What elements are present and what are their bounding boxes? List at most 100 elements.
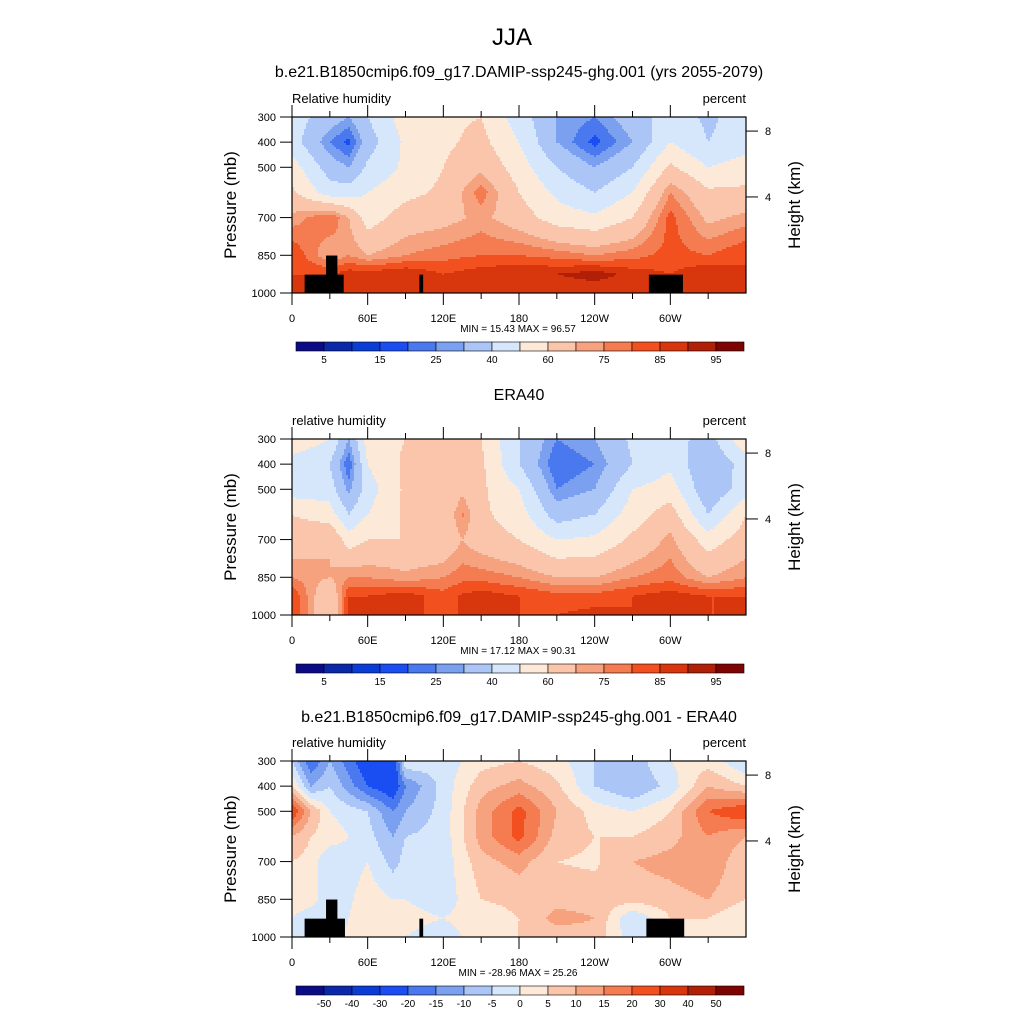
contour-cell: [594, 765, 649, 768]
contour-cell: [450, 573, 505, 576]
colorbar-label: 5: [321, 677, 327, 688]
contour-cell: [350, 491, 363, 494]
contour-cell: [518, 853, 521, 856]
contour-cell: [372, 227, 443, 230]
contour-cell: [488, 499, 523, 502]
contour-cell: [302, 767, 309, 770]
contour-cell: [308, 795, 337, 798]
contour-cell: [360, 493, 379, 496]
contour-cell: [704, 547, 717, 550]
contour-cell: [322, 241, 357, 244]
contour-cell: [594, 783, 659, 786]
contour-cell: [610, 913, 627, 916]
contour-cell: [416, 797, 437, 800]
contour-cell: [398, 775, 403, 778]
contour-cell: [292, 571, 453, 574]
contour-cell: [622, 795, 641, 798]
contour-cell: [356, 887, 381, 890]
contour-cell: [552, 493, 581, 496]
contour-cell: [334, 137, 355, 140]
contour-cell: [340, 497, 359, 500]
contour-cell: [464, 839, 479, 842]
contour-cell: [354, 471, 363, 474]
contour-cell: [400, 507, 457, 510]
contour-cell: [308, 613, 315, 616]
contour-cell: [314, 599, 339, 602]
contour-cell: [698, 777, 727, 780]
contour-cell: [622, 935, 653, 938]
contour-cell: [604, 185, 637, 188]
contour-cell: [356, 463, 363, 466]
contour-cell: [342, 931, 413, 934]
contour-cell: [292, 533, 339, 536]
contour-cell: [542, 447, 553, 450]
contour-cell: [466, 533, 513, 536]
contour-cell: [344, 581, 463, 584]
contour-cell: [512, 869, 525, 872]
contour-cell: [640, 179, 657, 182]
contour-cell: [620, 123, 653, 126]
contour-cell: [352, 269, 383, 272]
contour-cell: [292, 133, 305, 136]
contour-cell: [594, 835, 635, 838]
contour-cell: [720, 445, 739, 448]
contour-cell: [486, 483, 515, 486]
contour-cell: [544, 509, 599, 512]
contour-cell: [380, 811, 407, 814]
contour-cell: [496, 839, 517, 842]
contour-cell: [664, 271, 675, 274]
contour-cell: [356, 761, 397, 764]
contour-cell: [490, 507, 527, 510]
contour-cell: [484, 467, 505, 470]
contour-cell: [304, 783, 311, 786]
contour-cell: [524, 869, 591, 872]
contour-cell: [600, 449, 631, 452]
contour-cell: [674, 197, 691, 200]
contour-cell: [496, 205, 529, 208]
contour-cell: [354, 137, 361, 140]
contour-cell: [622, 511, 655, 514]
contour-cell: [582, 791, 611, 794]
contour-cell: [320, 809, 331, 812]
contour-cell: [688, 215, 703, 218]
contour-cell: [544, 441, 557, 444]
contour-cell: [684, 575, 707, 578]
contour-cell: [638, 207, 657, 210]
contour-cell: [318, 869, 365, 872]
contour-cell: [682, 519, 699, 522]
contour-cell: [572, 865, 599, 868]
contour-cell: [358, 883, 379, 886]
contour-cell: [534, 489, 551, 492]
contour-cell: [394, 835, 409, 838]
contour-cell: [700, 825, 747, 828]
contour-cell: [400, 473, 487, 476]
contour-cell: [464, 833, 477, 836]
contour-cell: [392, 869, 395, 872]
contour-cell: [354, 473, 363, 476]
contour-cell: [292, 911, 301, 914]
contour-cell: [556, 487, 559, 490]
contour-cell: [398, 789, 405, 792]
contour-cell: [644, 199, 661, 202]
contour-cell: [732, 535, 747, 538]
contour-cell: [586, 151, 603, 154]
contour-cell: [486, 793, 519, 796]
contour-cell: [454, 783, 473, 786]
contour-cell: [346, 143, 351, 146]
contour-cell: [360, 455, 367, 458]
contour-cell: [352, 547, 459, 550]
contour-cell: [348, 587, 427, 590]
contour-cell: [292, 215, 315, 218]
contour-cell: [482, 443, 501, 446]
contour-cell: [540, 499, 557, 502]
contour-cell: [586, 187, 603, 190]
contour-cell: [292, 775, 295, 778]
contour-cell: [482, 231, 525, 234]
contour-cell: [304, 849, 327, 852]
contour-cell: [654, 777, 679, 780]
land-mask: [648, 274, 683, 293]
contour-cell: [432, 811, 451, 814]
contour-cell: [296, 767, 303, 770]
contour-cell: [688, 505, 705, 508]
contour-cell: [376, 135, 401, 138]
